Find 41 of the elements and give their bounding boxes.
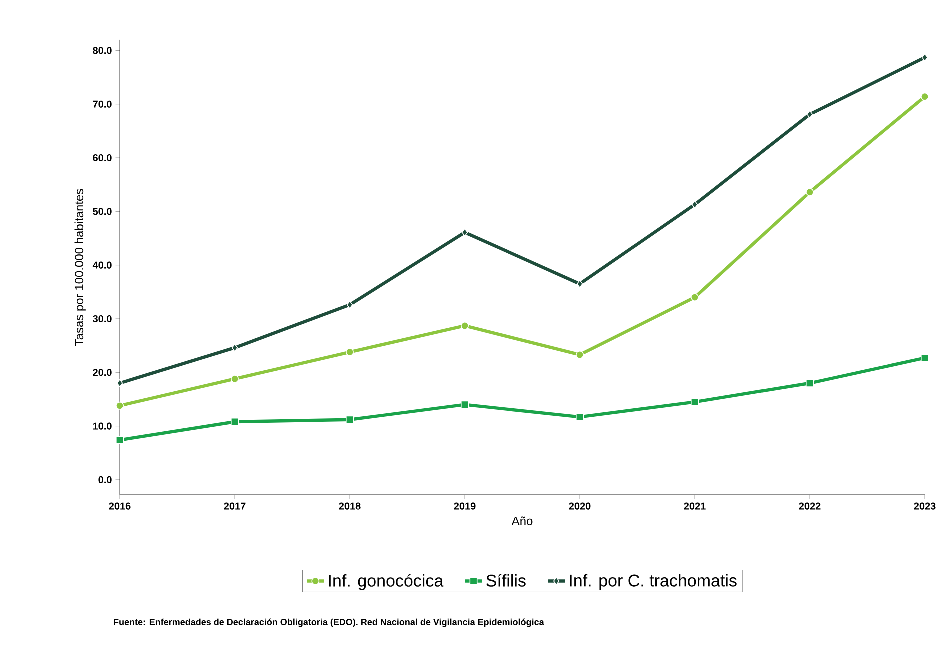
point (921, 92, 930, 101)
point (691, 294, 700, 302)
y-tick-label: 0.0 (98, 476, 112, 484)
point (921, 354, 930, 362)
y-axis-title: Tasas por 100.000 habitantes (74, 189, 86, 346)
x-tick-label: 2018 (339, 502, 361, 510)
y-tick-label: 30.0 (93, 315, 112, 323)
x-tick-label: 2017 (224, 502, 246, 510)
x-tick-label: 2016 (109, 502, 131, 510)
y-tick-label: 50.0 (93, 208, 112, 216)
point (461, 400, 470, 409)
legend-label: Inf. gonocócica (329, 574, 444, 590)
x-tick-label: 2023 (914, 502, 936, 510)
point (691, 398, 700, 406)
source-note: Fuente: Enfermedades de Declaración Obligatoria (EDO). Red Nacional de Vigilancia Epidemiológica (114, 618, 544, 628)
x-tick-label: 2020 (569, 502, 591, 510)
legend-label: Inf. por C. trachomatis (570, 574, 737, 590)
point (576, 350, 584, 359)
point (116, 402, 124, 410)
y-tick-label: 60.0 (93, 154, 112, 162)
y-tick-label: 70.0 (93, 100, 112, 108)
point (461, 322, 470, 330)
point (231, 375, 240, 384)
x-axis-title: Año (512, 516, 533, 526)
y-tick-label: 20.0 (93, 369, 112, 376)
point (692, 200, 698, 209)
point (116, 379, 124, 388)
point (116, 436, 124, 444)
point (806, 188, 814, 196)
point (576, 413, 584, 422)
y-tick-label: 10.0 (93, 422, 112, 430)
point (346, 416, 354, 424)
x-tick-label: 2021 (684, 502, 706, 510)
y-tick-label: 80.0 (93, 47, 112, 54)
x-tick-label: 2019 (454, 502, 476, 510)
x-tick-label: 2022 (799, 502, 821, 510)
point (346, 348, 354, 356)
legend-label: Sífilis (486, 574, 526, 587)
point (231, 418, 240, 426)
y-tick-label: 40.0 (92, 262, 112, 269)
point (806, 379, 814, 388)
